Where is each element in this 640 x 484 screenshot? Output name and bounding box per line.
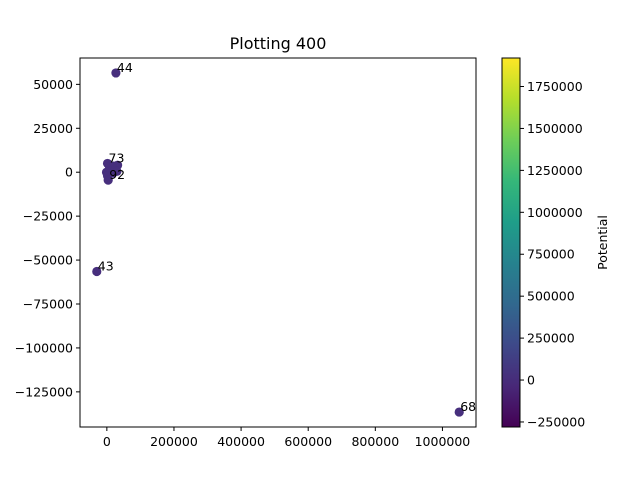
x-tick-label: 600000 [284,434,332,449]
scatter-point [111,68,121,78]
colorbar-tick-label: 1750000 [527,79,583,94]
y-tick-label: −75000 [23,297,73,312]
y-axis: 50000 25000 0 −25000 −50000 −75000 −100000 −125… [15,77,80,399]
x-tick-label: 200000 [150,434,198,449]
x-tick-label: 1000000 [415,434,471,449]
x-tick-label: 0 [103,434,111,449]
point-label: 43 [98,258,114,273]
colorbar-gradient [502,58,520,427]
x-tick-label: 800000 [351,434,399,449]
colorbar-tick-label: −250000 [527,414,585,429]
colorbar: 1750000 1500000 1250000 1000000 750000 500000… [501,57,610,429]
x-axis: 0 200000 400000 600000 800000 1000000 [103,427,470,449]
y-tick-label: 50000 [33,77,73,92]
colorbar-frame [501,57,521,428]
y-tick-label: 0 [65,165,73,180]
colorbar-tick-label: 250000 [527,331,575,346]
y-tick-label: −125000 [15,384,73,399]
colorbar-tick-label: 0 [527,373,535,388]
point-label: 44 [117,60,133,75]
point-label: 92 [109,167,125,182]
x-tick-label: 400000 [217,434,265,449]
chart-title: Plotting 400 [230,34,327,53]
colorbar-tick-label: 1000000 [527,205,583,220]
scatter-point [454,407,464,417]
colorbar-tick-label: 1500000 [527,121,583,136]
y-tick-label: 25000 [33,121,73,136]
point-annotations: 44 43 68 73 92 [98,60,476,414]
colorbar-tick-label: 500000 [527,289,575,304]
scatter-points [92,68,464,417]
y-tick-label: −50000 [23,253,73,268]
axes-frame [79,57,477,428]
colorbar-tick-label: 750000 [527,247,575,262]
scatter-point [103,175,113,185]
point-label: 73 [109,150,125,165]
plot-area: 44 43 68 73 92 0 200000 400000 600000 800000 10000… [15,57,477,449]
scatter-point [92,266,102,277]
y-tick-label: −100000 [15,340,73,355]
scatter-point [112,166,122,176]
y-tick-label: −25000 [23,209,73,224]
colorbar-label: Potential [595,215,610,270]
colorbar-tick-label: 1250000 [527,163,583,178]
point-label: 68 [460,399,476,414]
